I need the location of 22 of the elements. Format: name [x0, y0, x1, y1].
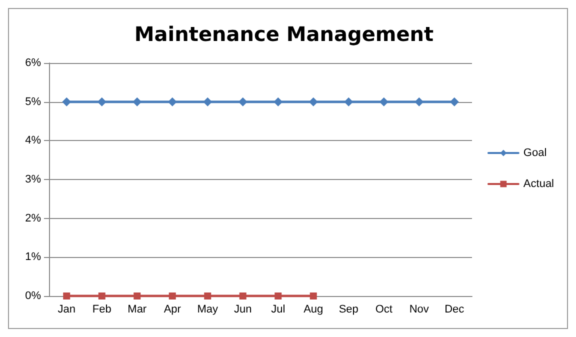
x-tick-label: May: [197, 304, 219, 316]
legend-label: Goal: [523, 147, 547, 159]
legend-label: Actual: [523, 178, 554, 190]
x-tick-label: Jul: [271, 304, 286, 316]
y-tick-label: 0%: [25, 290, 42, 302]
y-tick-label: 2%: [25, 212, 42, 224]
y-tick-label: 4%: [25, 134, 42, 147]
x-tick-label: Mar: [128, 304, 147, 316]
x-tick-label: Jun: [234, 304, 252, 316]
x-tick-label: Jan: [58, 304, 76, 316]
x-tick-label: Apr: [164, 304, 182, 316]
y-tick-label: 6%: [25, 57, 42, 69]
y-tick-label: 5%: [25, 96, 42, 108]
x-tick-label: Aug: [304, 304, 324, 316]
x-tick-label: Feb: [92, 304, 112, 316]
y-tick-label: 3%: [25, 174, 42, 186]
x-tick-label: Oct: [375, 304, 392, 316]
chart-title: Maintenance Management: [134, 22, 434, 46]
x-tick-label: Sep: [338, 304, 358, 316]
x-tick-label: Nov: [409, 304, 430, 316]
y-tick-label: 1%: [25, 251, 42, 264]
x-tick-label: Dec: [444, 304, 465, 316]
